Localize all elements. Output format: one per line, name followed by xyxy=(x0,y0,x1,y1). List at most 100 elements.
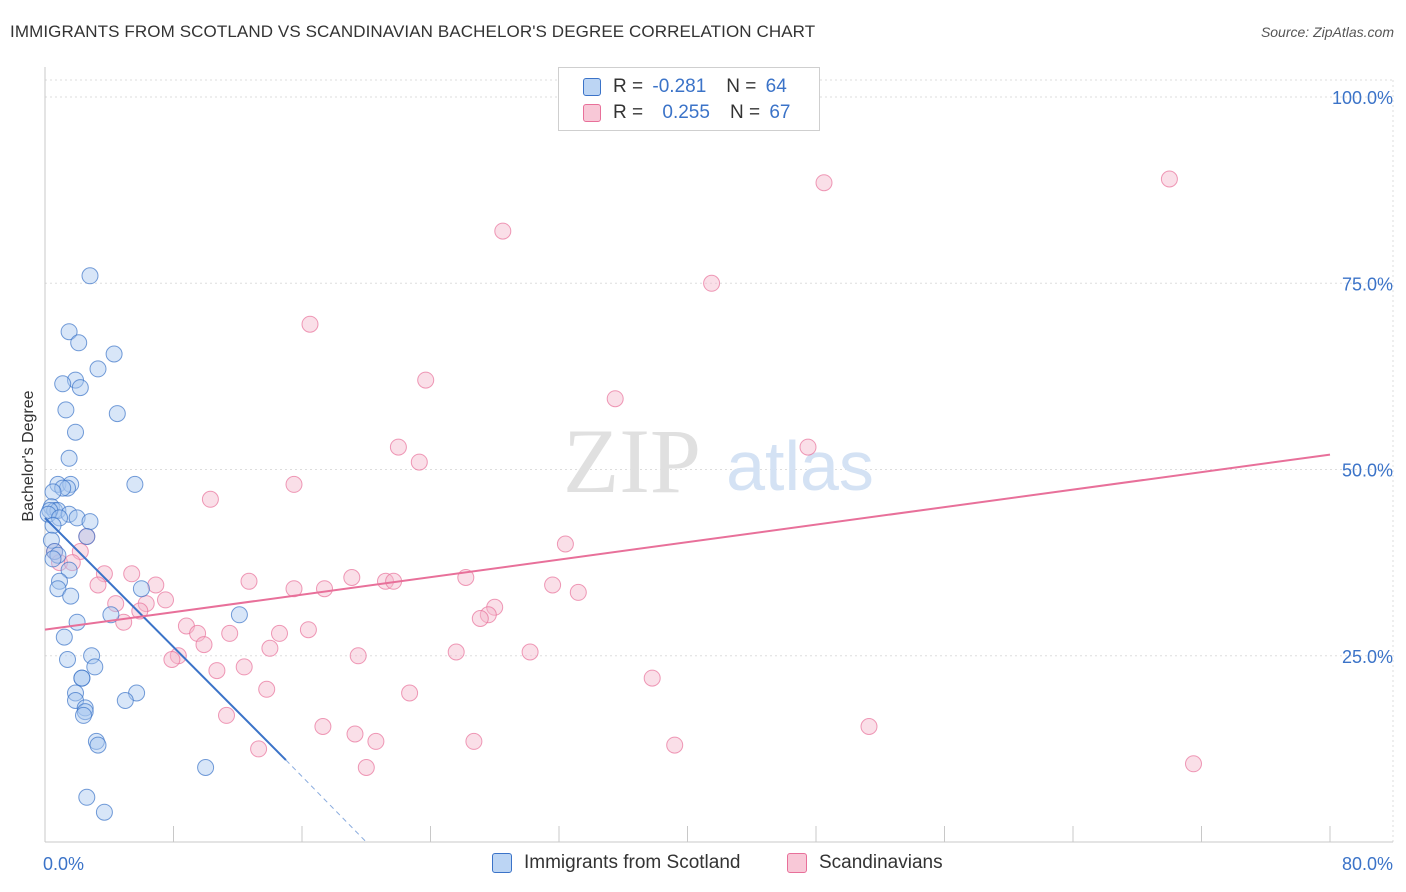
data-point xyxy=(285,475,303,493)
data-point xyxy=(105,345,123,363)
data-point xyxy=(131,602,149,620)
data-point xyxy=(62,587,80,605)
chart-title: IMMIGRANTS FROM SCOTLAND VS SCANDINAVIAN… xyxy=(10,22,816,41)
data-point xyxy=(346,725,364,743)
data-point xyxy=(78,788,96,806)
watermark-zip: ZIP xyxy=(563,410,701,512)
data-point xyxy=(815,174,833,192)
legend-r-value: -0.281 xyxy=(652,76,707,97)
scotland-points xyxy=(39,267,248,821)
legend-r-label: R = xyxy=(613,76,644,97)
legend-n-value: 67 xyxy=(769,102,791,123)
data-point xyxy=(71,379,89,397)
data-point xyxy=(195,636,213,654)
correlation-legend: R = -0.281 N = 64 R = 0.255 N = 67 xyxy=(558,67,820,131)
bottom-legend-label-scandinavians: Scandinavians xyxy=(819,852,943,873)
scandinavians-points xyxy=(46,170,1202,776)
data-point xyxy=(60,505,78,523)
data-point xyxy=(521,643,539,661)
legend-row-scotland: R = -0.281 N = 64 xyxy=(583,75,787,99)
data-point xyxy=(417,371,435,389)
data-point xyxy=(60,323,78,341)
y-tick-label: 50.0% xyxy=(1342,461,1393,481)
legend-row-scandinavians: R = 0.255 N = 67 xyxy=(583,101,790,125)
data-point xyxy=(147,576,165,594)
data-point xyxy=(157,591,174,609)
data-point xyxy=(57,401,75,419)
data-point xyxy=(89,576,107,594)
bottom-legend-scotland: Immigrants from Scotland xyxy=(492,852,740,874)
scotland-trend-extension xyxy=(285,759,367,843)
data-point xyxy=(494,222,512,240)
y-tick-label: 25.0% xyxy=(1342,647,1393,667)
data-point xyxy=(54,375,72,393)
data-point xyxy=(447,643,465,661)
data-point xyxy=(250,740,268,758)
data-point xyxy=(367,732,385,750)
data-point xyxy=(54,479,72,497)
data-point xyxy=(703,274,721,292)
watermark: ZIP atlas xyxy=(563,410,874,512)
data-point xyxy=(544,576,562,594)
data-point xyxy=(258,680,276,698)
data-point xyxy=(606,390,624,408)
data-point xyxy=(95,803,113,821)
data-point xyxy=(67,423,84,441)
data-point xyxy=(163,651,181,668)
bottom-legend-label-scotland: Immigrants from Scotland xyxy=(524,852,741,873)
data-point xyxy=(123,565,141,583)
legend-r-label: R = xyxy=(613,102,644,123)
data-point xyxy=(314,718,332,735)
data-point xyxy=(666,736,684,754)
data-point xyxy=(556,535,574,553)
data-point xyxy=(55,628,73,646)
scotland-trend-line xyxy=(44,517,287,761)
legend-swatch-blue xyxy=(583,78,601,96)
data-point xyxy=(83,647,101,665)
data-point xyxy=(240,572,258,590)
bottom-legend-swatch-pink xyxy=(787,853,807,873)
data-point xyxy=(42,531,60,549)
data-point xyxy=(201,490,219,508)
trend-lines xyxy=(44,453,1331,843)
data-point xyxy=(860,718,878,735)
data-point xyxy=(81,513,99,531)
data-point xyxy=(261,639,279,657)
data-point xyxy=(81,267,99,285)
legend-swatch-pink xyxy=(583,104,601,122)
bottom-legend-swatch-blue xyxy=(492,853,512,873)
data-point xyxy=(271,624,288,642)
legend-n-value: 64 xyxy=(765,76,787,97)
data-point xyxy=(78,528,96,545)
data-point xyxy=(569,583,587,601)
data-point xyxy=(44,550,62,568)
data-point xyxy=(343,569,361,586)
data-point xyxy=(389,438,407,456)
data-point xyxy=(70,334,88,352)
data-point xyxy=(235,658,253,676)
tick-labels: 25.0% 50.0% 75.0% 100.0% 0.0% 80.0% xyxy=(43,88,1393,874)
data-point xyxy=(102,606,120,624)
data-point xyxy=(68,613,86,631)
data-point xyxy=(108,405,126,423)
data-point xyxy=(44,483,62,501)
x-tick-label-max: 80.0% xyxy=(1342,854,1393,874)
data-point xyxy=(218,706,235,724)
data-point xyxy=(49,580,67,598)
data-point xyxy=(230,606,248,624)
y-tick-label: 75.0% xyxy=(1342,274,1393,294)
axes xyxy=(44,67,1393,843)
data-point xyxy=(465,732,483,750)
scandinavians-trend-line xyxy=(44,453,1331,631)
data-point xyxy=(89,360,107,378)
data-point xyxy=(1160,170,1178,188)
data-point xyxy=(349,647,367,665)
data-point xyxy=(471,610,489,627)
data-point xyxy=(60,449,78,467)
source-label: Source: ZipAtlas.com xyxy=(1260,24,1394,40)
data-point xyxy=(316,580,333,598)
data-point xyxy=(89,736,107,754)
bottom-legend-scandinavians: Scandinavians xyxy=(787,852,943,874)
legend-n-label: N = xyxy=(726,76,757,97)
data-point xyxy=(73,669,91,687)
